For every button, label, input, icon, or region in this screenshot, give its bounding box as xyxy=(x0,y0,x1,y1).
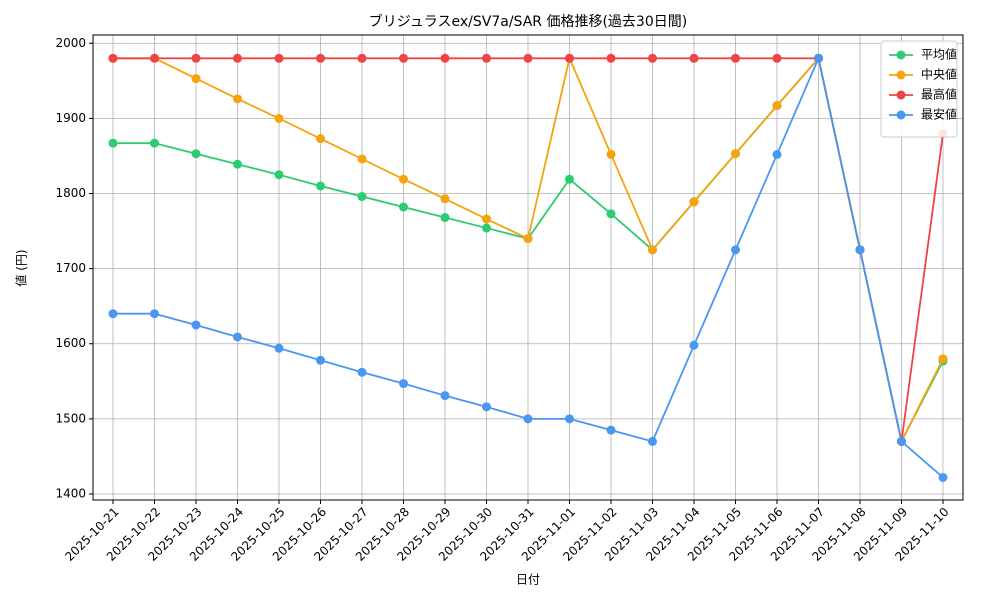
data-point xyxy=(399,202,408,212)
data-point xyxy=(440,53,450,63)
data-point xyxy=(482,223,491,233)
legend-label: 最安値 xyxy=(921,107,957,122)
data-point xyxy=(233,94,242,104)
data-point xyxy=(855,245,865,255)
data-point xyxy=(274,170,284,180)
data-point xyxy=(440,391,450,401)
chart-title: ブリジュラスex/SV7a/SAR 価格推移(過去30日間) xyxy=(369,13,687,30)
data-point xyxy=(814,53,823,63)
data-point xyxy=(274,53,284,63)
data-point xyxy=(565,53,574,63)
y-tick-label: 1600 xyxy=(55,336,86,350)
legend-marker xyxy=(896,110,906,120)
plot-frame xyxy=(92,34,964,501)
data-point xyxy=(731,53,740,63)
data-point xyxy=(233,332,242,342)
data-point xyxy=(565,414,574,424)
data-point xyxy=(357,154,367,164)
legend-label: 最高値 xyxy=(921,87,957,102)
data-point xyxy=(482,402,491,412)
data-point xyxy=(316,53,325,63)
y-axis-label: 値 (円) xyxy=(14,249,29,286)
x-axis-label: 日付 xyxy=(516,573,540,587)
data-point xyxy=(440,213,450,223)
data-point xyxy=(191,53,201,63)
data-point xyxy=(191,149,201,159)
y-tick-label: 1700 xyxy=(55,261,86,275)
data-point xyxy=(772,101,782,111)
data-point xyxy=(399,379,408,389)
data-point xyxy=(523,234,533,244)
data-point xyxy=(150,53,159,63)
data-point xyxy=(648,436,657,446)
data-point xyxy=(108,138,118,148)
data-point xyxy=(689,340,699,350)
legend-marker xyxy=(896,50,906,60)
data-point xyxy=(150,138,159,148)
data-point xyxy=(316,355,325,365)
data-point xyxy=(316,134,325,144)
legend-label: 中央値 xyxy=(921,67,957,82)
y-tick-label: 1400 xyxy=(55,486,86,500)
data-point xyxy=(274,113,284,123)
data-point xyxy=(772,53,782,63)
data-point xyxy=(606,425,616,435)
data-point xyxy=(233,53,242,63)
data-point xyxy=(648,53,657,63)
data-point xyxy=(316,181,325,191)
data-point xyxy=(233,159,242,169)
data-point xyxy=(938,472,948,482)
data-point xyxy=(606,149,616,159)
y-tick-label: 1800 xyxy=(55,186,86,200)
data-point xyxy=(606,209,616,219)
data-point xyxy=(482,214,491,224)
data-point xyxy=(108,53,118,63)
data-point xyxy=(191,74,201,84)
data-point xyxy=(731,149,740,159)
data-point xyxy=(150,309,159,319)
legend-marker xyxy=(896,70,906,80)
data-point xyxy=(731,245,740,255)
data-point xyxy=(399,53,408,63)
data-point xyxy=(523,53,533,63)
data-point xyxy=(440,194,450,204)
data-point xyxy=(523,414,533,424)
y-tick-label: 1500 xyxy=(55,411,86,425)
data-point xyxy=(648,245,657,255)
data-point xyxy=(357,192,367,202)
data-point xyxy=(274,343,284,353)
data-point xyxy=(897,436,906,446)
data-point xyxy=(108,309,118,319)
y-tick-label: 1900 xyxy=(55,111,86,125)
legend-marker xyxy=(896,90,906,100)
y-tick-label: 2000 xyxy=(55,36,86,50)
data-point xyxy=(399,174,408,184)
data-point xyxy=(689,197,699,207)
data-point xyxy=(606,53,616,63)
legend-label: 平均値 xyxy=(921,47,957,62)
data-point xyxy=(772,149,782,159)
data-point xyxy=(482,53,491,63)
data-point xyxy=(689,53,699,63)
data-point xyxy=(357,367,367,377)
data-point xyxy=(938,354,948,364)
data-point xyxy=(565,174,574,184)
data-point xyxy=(191,320,201,330)
data-point xyxy=(357,53,367,63)
